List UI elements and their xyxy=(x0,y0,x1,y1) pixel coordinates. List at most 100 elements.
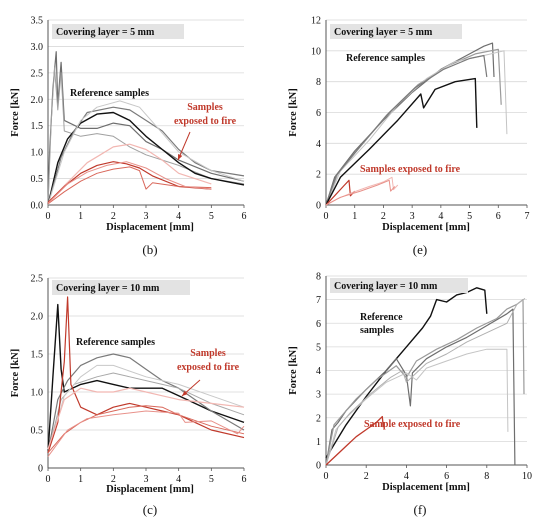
chart-b-series-line-6 xyxy=(47,143,212,203)
chart-c-series-line-7 xyxy=(47,405,245,454)
chart-b-ytick-label: 1.0 xyxy=(31,148,44,159)
chart-b-arrow-head xyxy=(178,154,183,160)
chart-f-xtick-label: 8 xyxy=(484,471,489,482)
chart-c-xtick-label: 3 xyxy=(144,474,149,485)
chart-c-ytick-label: 1.5 xyxy=(31,350,44,361)
chart-c-xtick-label: 0 xyxy=(46,474,51,485)
chart-e-ytick-label: 6 xyxy=(316,108,321,119)
chart-c-xtick-label: 4 xyxy=(176,474,181,485)
chart-c-sublabel: (c) xyxy=(143,502,157,517)
chart-c-ytick-label: 0.5 xyxy=(31,426,44,437)
chart-b-series-line-5 xyxy=(47,100,245,206)
chart-f-covering-box xyxy=(330,278,468,293)
chart-b-ytick-label: 0.5 xyxy=(31,174,44,185)
chart-e-series-line-8 xyxy=(325,179,396,206)
chart-e-covering-box xyxy=(330,24,462,39)
chart-c-ytick-label: 2.0 xyxy=(31,312,44,323)
chart-f-annotation: Reference xyxy=(360,312,403,323)
chart-e-xlabel: Displacement [mm] xyxy=(382,222,470,233)
chart-e-xtick-label: 1 xyxy=(352,211,357,222)
chart-f-xlabel: Displacement [mm] xyxy=(382,482,470,493)
chart-f-ytick-label: 4 xyxy=(316,366,321,377)
chart-b-plot: 0.0 0.5 1.0 1.5 2.0 2.5 3.0 3.5 0 1 2 3 4 5 6 Displacem… xyxy=(10,16,247,234)
chart-c-covering-box xyxy=(52,280,190,295)
chart-c-xtick-label: 6 xyxy=(242,474,247,485)
chart-f-ytick-label: 8 xyxy=(316,272,321,283)
chart-c-xtick-label: 2 xyxy=(111,474,116,485)
chart-e-ytick-label: 0 xyxy=(316,201,321,212)
chart-f-series-line-1 xyxy=(325,287,488,459)
chart-c-series-line-6 xyxy=(47,387,245,450)
chart-b-ytick-label: 2.0 xyxy=(31,95,44,106)
chart-b-annotation: Reference samples xyxy=(70,88,149,99)
chart-e-series-line-2 xyxy=(325,48,502,206)
chart-b-ylabel: Force [kN] xyxy=(10,88,21,137)
chart-c-annotation: Reference samples xyxy=(76,337,155,348)
chart-e-annotation: Reference samples xyxy=(346,53,425,64)
panel-b: (b) 0.0 0.5 1.0 1.5 2.0 2.5 3.0 3.5 0 1 2 3 4 5 6 Displ… xyxy=(0,0,270,260)
chart-f-ytick-label: 0 xyxy=(316,461,321,472)
chart-f-ytick-label: 2 xyxy=(316,413,321,424)
chart-b-series-line-8 xyxy=(47,166,212,205)
chart-b-xtick-label: 0 xyxy=(46,211,51,222)
chart-e-ytick-label: 12 xyxy=(311,16,321,27)
chart-e-series-line-5 xyxy=(325,77,478,206)
chart-e-sublabel: (e) xyxy=(413,242,427,257)
chart-f-xtick-label: 2 xyxy=(364,471,369,482)
chart-b-series-line-2 xyxy=(47,67,245,206)
chart-b-series-line-3 xyxy=(47,111,245,206)
chart-b-xtick-label: 3 xyxy=(144,211,149,222)
chart-f-plot: 0 1 2 3 4 5 6 7 8 0 2 4 6 8 10 Displacement [mm] Force [… xyxy=(288,272,532,494)
chart-c-covering-label: Covering layer = 10 mm xyxy=(56,283,160,294)
chart-f-ytick-label: 3 xyxy=(316,390,321,401)
chart-e-annotation: Samples exposed to fire xyxy=(360,164,461,175)
chart-e-xtick-label: 5 xyxy=(467,211,472,222)
chart-e-xtick-label: 0 xyxy=(324,211,329,222)
chart-e-ytick-label: 2 xyxy=(316,170,321,181)
chart-e-xtick-label: 6 xyxy=(496,211,501,222)
chart-f-xtick-label: 4 xyxy=(404,471,409,482)
chart-f-annotation: Sample exposed to fire xyxy=(364,419,461,430)
chart-b-sublabel: (b) xyxy=(142,242,157,257)
chart-b-xtick-label: 4 xyxy=(176,211,181,222)
chart-b-ytick-label: 1.5 xyxy=(31,121,44,132)
chart-f-xtick-label: 10 xyxy=(522,471,532,482)
chart-b-xtick-label: 1 xyxy=(78,211,83,222)
chart-e-series-line-6 xyxy=(325,179,356,206)
chart-c-xtick-label: 1 xyxy=(78,474,83,485)
chart-c-xtick-label: 5 xyxy=(209,474,214,485)
chart-f-covering-label: Covering layer = 10 mm xyxy=(334,281,438,292)
chart-b-ytick-label: 2.5 xyxy=(31,68,44,79)
chart-f-ytick-label: 7 xyxy=(316,295,321,306)
chart-b-xlabel: Displacement [mm] xyxy=(106,222,194,233)
chart-b-series-line-9 xyxy=(47,161,212,204)
chart-f-series-line-3 xyxy=(325,299,525,466)
chart-f-ylabel: Force [kN] xyxy=(288,346,299,395)
chart-f-xtick-label: 6 xyxy=(444,471,449,482)
chart-f-annotation: samples xyxy=(360,325,394,336)
chart-e-series-line-3 xyxy=(325,50,508,206)
chart-c-xlabel: Displacement [mm] xyxy=(106,484,194,495)
chart-e-ytick-label: 10 xyxy=(311,46,321,57)
chart-f-xtick-label: 0 xyxy=(324,471,329,482)
chart-c-series-line-8 xyxy=(47,410,245,457)
chart-b-xtick-label: 6 xyxy=(242,211,247,222)
chart-f-ytick-label: 5 xyxy=(316,342,321,353)
chart-e-covering-label: Covering layer = 5 mm xyxy=(334,27,433,38)
chart-b-xtick-label: 5 xyxy=(209,211,214,222)
chart-f-series-line-4 xyxy=(325,348,509,466)
chart-c-svg: (c) 0 0.5 1.0 1.5 2.0 2.5 0 1 2 3 4 5 6 Displacement … xyxy=(10,274,247,518)
chart-b-annotation: exposed to fire xyxy=(174,116,237,127)
chart-b-covering-label: Covering layer = 5 mm xyxy=(56,27,155,38)
chart-e-ylabel: Force [kN] xyxy=(288,88,299,137)
chart-c-ytick-label: 2.5 xyxy=(31,274,44,285)
chart-b-series-line-4 xyxy=(47,106,245,206)
chart-e-xtick-label: 4 xyxy=(438,211,443,222)
chart-f-svg: (f) 0 1 2 3 4 5 6 7 8 0 2 4 6 8 10 Displacement [mm] For… xyxy=(288,272,532,518)
chart-b-svg: (b) 0.0 0.5 1.0 1.5 2.0 2.5 3.0 3.5 0 1 2 3 4 5 6 Displ… xyxy=(10,16,247,258)
chart-f-series-line-6 xyxy=(325,415,384,466)
panel-f: (f) 0 1 2 3 4 5 6 7 8 0 2 4 6 8 10 Displacement [mm] For… xyxy=(280,258,550,521)
chart-c-ylabel: Force [kN] xyxy=(10,349,21,398)
